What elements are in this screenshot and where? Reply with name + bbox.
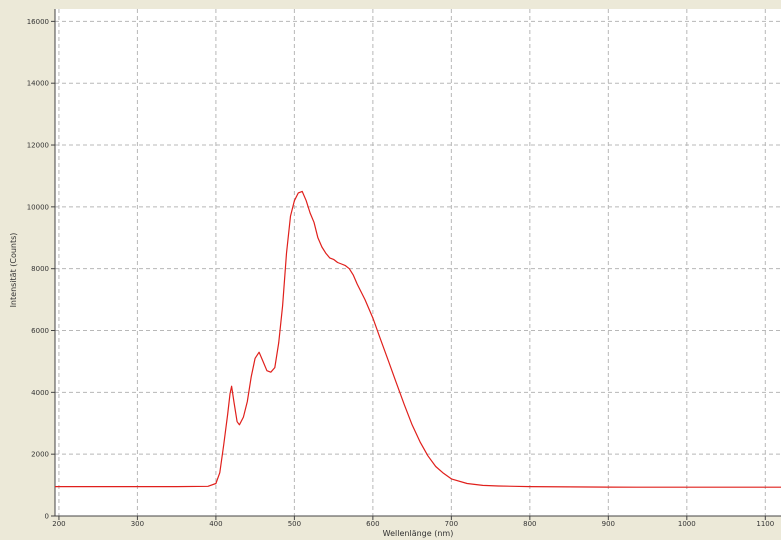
x-tick-label: 500 — [288, 520, 301, 528]
x-tick-label: 1000 — [678, 520, 696, 528]
y-tick-label: 4000 — [31, 389, 49, 397]
x-tick-labels: 200 300 400 500 600 700 800 900 1000 1100 — [52, 516, 774, 528]
x-tick-label: 300 — [131, 520, 144, 528]
y-axis-label: Intensität (Counts) — [9, 233, 18, 308]
x-tick-label: 600 — [366, 520, 379, 528]
x-tick-label: 1100 — [756, 520, 774, 528]
x-tick-label: 400 — [209, 520, 222, 528]
x-tick-label: 700 — [445, 520, 458, 528]
plot-background — [55, 9, 781, 516]
y-tick-label: 8000 — [31, 265, 49, 273]
y-tick-label: 10000 — [27, 203, 49, 211]
x-tick-label: 200 — [52, 520, 65, 528]
x-tick-label: 800 — [523, 520, 536, 528]
series-line-0 — [55, 190, 781, 488]
y-tick-labels: 0 2000 4000 6000 8000 10000 12000 14000 16000 — [27, 18, 55, 521]
x-tick-label: 900 — [602, 520, 615, 528]
y-tick-label: 6000 — [31, 327, 49, 335]
grid-lines — [55, 9, 781, 516]
y-tick-label: 16000 — [27, 18, 49, 26]
y-tick-label: 14000 — [27, 80, 49, 88]
series-group — [55, 190, 781, 488]
y-tick-label: 2000 — [31, 451, 49, 459]
x-axis-label: Wellenlänge (nm) — [383, 529, 454, 538]
y-tick-label: 12000 — [27, 142, 49, 150]
y-tick-label: 0 — [45, 513, 49, 521]
